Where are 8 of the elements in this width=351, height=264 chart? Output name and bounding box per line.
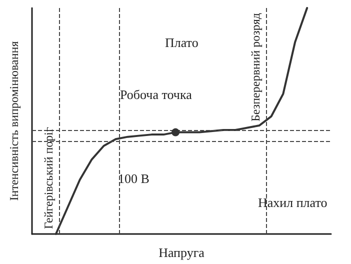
y-axis-title: Інтенсивність випромінювання xyxy=(7,40,21,201)
annotation: 100 В xyxy=(118,171,150,186)
annotation: Нахил плато xyxy=(258,195,328,210)
x-axis-title: Напруга xyxy=(158,245,205,260)
annotation: Плато xyxy=(165,35,198,50)
annotation: Гейгерівський поріг xyxy=(42,126,56,229)
annotation: Робоча точка xyxy=(120,87,192,102)
annotation: Безперервний розряд xyxy=(248,13,262,122)
